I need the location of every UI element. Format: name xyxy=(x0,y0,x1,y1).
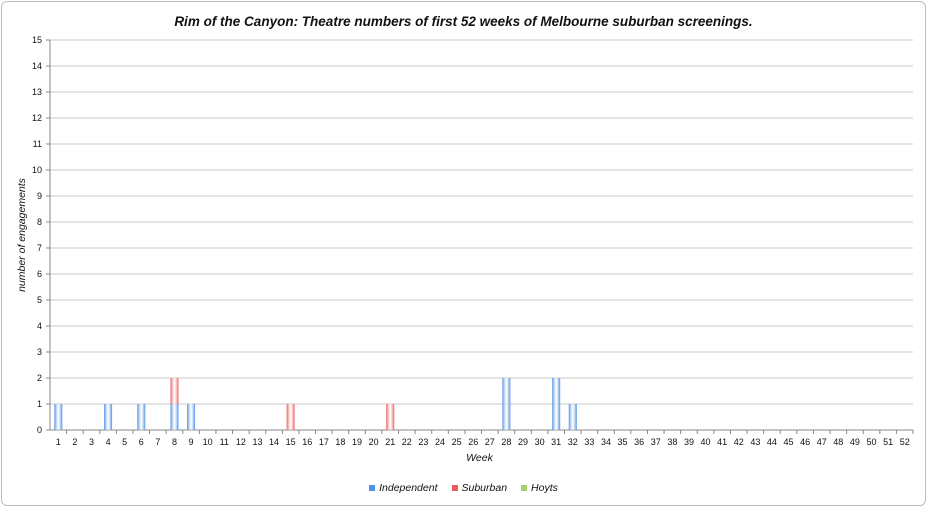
x-tick-label: 43 xyxy=(750,437,760,447)
x-tick-label: 42 xyxy=(734,437,744,447)
y-tick-label: 9 xyxy=(37,191,42,201)
x-tick-label: 28 xyxy=(501,437,511,447)
y-tick-label: 14 xyxy=(32,61,42,71)
y-tick-label: 15 xyxy=(32,35,42,45)
x-tick-label: 20 xyxy=(369,437,379,447)
x-tick-label: 41 xyxy=(717,437,727,447)
x-tick-label: 50 xyxy=(867,437,877,447)
plot-area xyxy=(50,40,913,430)
y-tick-label: 5 xyxy=(37,295,42,305)
x-tick-label: 8 xyxy=(172,437,177,447)
x-tick-label: 12 xyxy=(236,437,246,447)
y-tick-label: 1 xyxy=(37,399,42,409)
y-tick-label: 7 xyxy=(37,243,42,253)
legend-item-hoyts: Hoyts xyxy=(521,482,558,494)
bar-independent-week-6 xyxy=(137,404,146,430)
x-tick-label: 27 xyxy=(485,437,495,447)
x-tick-label: 16 xyxy=(302,437,312,447)
legend-swatch-suburban xyxy=(451,485,458,491)
bar-suburban-week-8 xyxy=(170,378,179,404)
x-tick-label: 14 xyxy=(269,437,279,447)
x-tick-label: 4 xyxy=(106,437,111,447)
x-tick-label: 26 xyxy=(468,437,478,447)
x-tick-label: 7 xyxy=(155,437,160,447)
bar-independent-week-31 xyxy=(552,378,561,430)
x-tick-label: 17 xyxy=(319,437,329,447)
x-tick-label: 3 xyxy=(89,437,94,447)
x-tick-label: 10 xyxy=(203,437,213,447)
bar-independent-week-32 xyxy=(568,404,577,430)
legend-swatch-independent xyxy=(369,485,376,491)
chart-title: Rim of the Canyon: Theatre numbers of fi… xyxy=(174,14,753,29)
x-tick-label: 32 xyxy=(568,437,578,447)
bar-independent-week-1 xyxy=(54,404,63,430)
x-tick-label: 2 xyxy=(72,437,77,447)
x-tick-label: 44 xyxy=(767,437,777,447)
x-tick-label: 39 xyxy=(684,437,694,447)
x-tick-label: 30 xyxy=(535,437,545,447)
legend-item-suburban: Suburban xyxy=(451,482,508,494)
legend-label-suburban: Suburban xyxy=(461,482,508,494)
y-tick-label: 13 xyxy=(32,87,42,97)
y-tick-label: 10 xyxy=(32,165,42,175)
x-tick-label: 5 xyxy=(122,437,127,447)
y-tick-label: 4 xyxy=(37,321,42,331)
x-tick-label: 9 xyxy=(189,437,194,447)
x-tick-label: 48 xyxy=(833,437,843,447)
y-tick-label: 8 xyxy=(37,217,42,227)
y-tick-label: 2 xyxy=(37,373,42,383)
x-tick-label: 19 xyxy=(352,437,362,447)
x-tick-label: 31 xyxy=(551,437,561,447)
y-tick-label: 6 xyxy=(37,269,42,279)
y-tick-label: 3 xyxy=(37,347,42,357)
x-tick-label: 23 xyxy=(418,437,428,447)
bar-independent-week-8 xyxy=(170,404,179,430)
x-tick-label: 40 xyxy=(701,437,711,447)
x-tick-label: 22 xyxy=(402,437,412,447)
x-tick-label: 35 xyxy=(618,437,628,447)
x-tick-label: 24 xyxy=(435,437,445,447)
x-tick-label: 36 xyxy=(634,437,644,447)
x-tick-label: 51 xyxy=(883,437,893,447)
x-tick-label: 52 xyxy=(900,437,910,447)
x-tick-label: 49 xyxy=(850,437,860,447)
bar-independent-week-4 xyxy=(104,404,113,430)
x-tick-label: 37 xyxy=(651,437,661,447)
x-tick-label: 6 xyxy=(139,437,144,447)
x-tick-label: 1 xyxy=(56,437,61,447)
bar-independent-week-9 xyxy=(187,404,196,430)
bar-independent-week-28 xyxy=(502,378,511,430)
legend-label-independent: Independent xyxy=(379,482,438,494)
x-tick-label: 18 xyxy=(335,437,345,447)
x-tick-label: 21 xyxy=(385,437,395,447)
x-tick-label: 45 xyxy=(784,437,794,447)
y-tick-label: 12 xyxy=(32,113,42,123)
x-tick-label: 29 xyxy=(518,437,528,447)
x-tick-label: 13 xyxy=(252,437,262,447)
x-tick-label: 25 xyxy=(452,437,462,447)
x-tick-label: 47 xyxy=(817,437,827,447)
legend-item-independent: Independent xyxy=(369,482,438,494)
y-tick-label: 0 xyxy=(37,425,42,435)
x-tick-label: 34 xyxy=(601,437,611,447)
legend-swatch-hoyts xyxy=(521,485,528,491)
x-tick-label: 11 xyxy=(220,437,229,447)
legend: Independent Suburban Hoyts xyxy=(0,482,927,494)
x-tick-label: 33 xyxy=(584,437,594,447)
legend-label-hoyts: Hoyts xyxy=(531,482,558,494)
x-tick-label: 46 xyxy=(800,437,810,447)
x-axis-label: Week xyxy=(466,452,493,464)
bar-suburban-week-15 xyxy=(286,404,295,430)
y-tick-label: 11 xyxy=(33,139,42,149)
x-tick-label: 38 xyxy=(667,437,677,447)
x-tick-label: 15 xyxy=(286,437,296,447)
bar-suburban-week-21 xyxy=(386,404,395,430)
